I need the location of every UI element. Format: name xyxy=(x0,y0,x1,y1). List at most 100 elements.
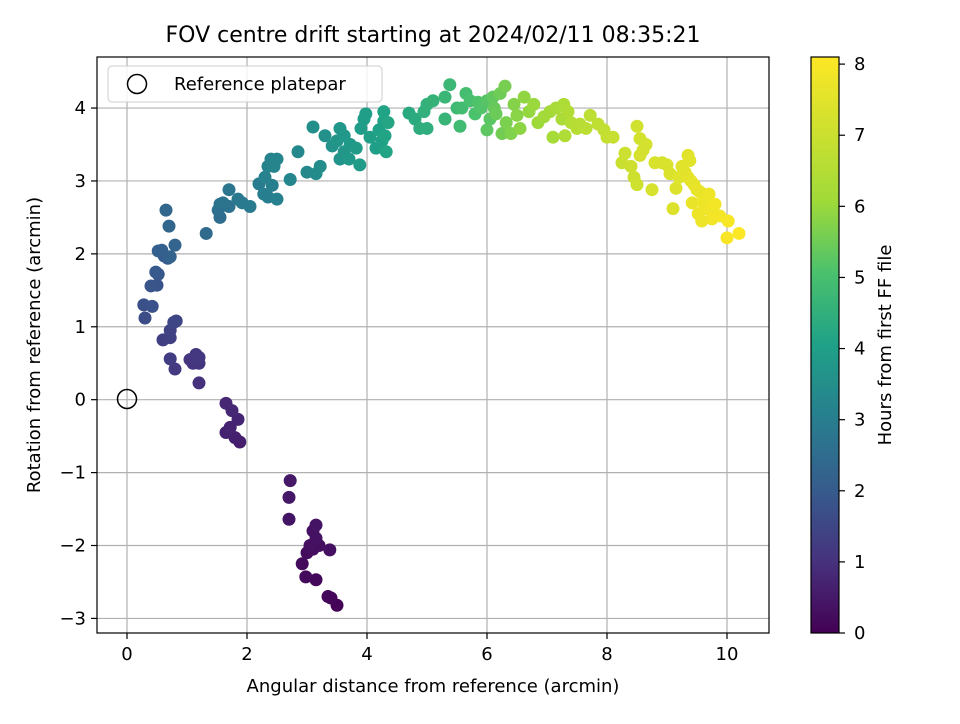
grid-lines xyxy=(97,57,769,633)
data-point xyxy=(309,573,323,587)
x-tick-label: 0 xyxy=(121,644,132,665)
data-point xyxy=(151,244,165,258)
data-point xyxy=(480,123,494,137)
data-point xyxy=(363,130,377,144)
data-point xyxy=(291,145,305,159)
data-point xyxy=(720,231,734,245)
x-tick-label: 10 xyxy=(716,644,739,665)
data-point xyxy=(163,250,177,264)
data-point xyxy=(695,214,709,228)
colorbar-ticks: 0 1 2 3 4 5 6 7 8 xyxy=(839,54,865,644)
data-point xyxy=(313,159,327,173)
data-point xyxy=(507,97,521,111)
data-point xyxy=(624,159,638,173)
data-point xyxy=(453,119,467,133)
data-point xyxy=(318,129,332,143)
legend-label: Reference platepar xyxy=(174,74,346,95)
data-point xyxy=(732,226,746,240)
data-point xyxy=(138,311,152,325)
data-point xyxy=(618,146,632,160)
data-point xyxy=(379,145,393,159)
x-tick-label: 4 xyxy=(361,644,372,665)
data-point xyxy=(342,152,356,166)
data-point xyxy=(309,518,323,532)
data-point xyxy=(162,219,176,233)
data-point xyxy=(144,279,158,293)
reference-platepar-marker xyxy=(116,388,138,410)
data-point xyxy=(645,183,659,197)
data-point xyxy=(546,130,560,144)
data-point xyxy=(283,474,297,488)
data-point xyxy=(168,238,182,252)
data-point xyxy=(669,181,683,195)
data-point xyxy=(283,172,297,186)
x-tick-label: 6 xyxy=(481,644,492,665)
data-point xyxy=(438,90,452,104)
x-axis-ticks: 0 2 4 6 8 10 xyxy=(121,633,738,665)
data-point xyxy=(630,119,644,133)
data-point xyxy=(583,108,597,122)
data-point xyxy=(443,78,457,92)
legend-box xyxy=(107,65,383,103)
colorbar-tick-label: 3 xyxy=(854,410,865,431)
data-point xyxy=(219,396,233,410)
data-point xyxy=(426,94,440,108)
data-point xyxy=(666,202,680,216)
data-point xyxy=(420,121,434,135)
data-point xyxy=(381,116,395,130)
data-point xyxy=(721,214,735,228)
y-tick-label: 1 xyxy=(75,317,86,338)
data-point xyxy=(321,590,335,604)
colorbar-tick-label: 0 xyxy=(854,623,865,644)
data-point xyxy=(349,141,363,155)
y-tick-label: 3 xyxy=(75,171,86,192)
data-point xyxy=(222,183,236,197)
data-point xyxy=(306,120,320,134)
data-point xyxy=(558,129,572,143)
data-point xyxy=(378,129,392,143)
data-point xyxy=(527,97,541,111)
y-tick-label: −3 xyxy=(59,608,86,629)
data-point xyxy=(499,116,513,130)
y-tick-label: 4 xyxy=(75,98,86,119)
colorbar xyxy=(810,56,840,634)
colorbar-tick-label: 4 xyxy=(854,339,865,360)
x-tick-label: 2 xyxy=(241,644,252,665)
data-point xyxy=(145,299,159,313)
data-point xyxy=(295,557,309,571)
data-point xyxy=(455,101,469,115)
y-tick-label: −2 xyxy=(59,536,86,557)
data-point xyxy=(683,154,697,168)
data-point xyxy=(630,178,644,192)
colorbar-tick-label: 5 xyxy=(854,267,865,288)
data-point xyxy=(282,512,296,526)
data-point xyxy=(377,105,391,119)
data-points xyxy=(137,78,746,612)
data-point xyxy=(199,226,213,240)
y-tick-label: 2 xyxy=(75,244,86,265)
data-point xyxy=(270,192,284,206)
colorbar-tick-label: 6 xyxy=(854,196,865,217)
data-point xyxy=(606,130,620,144)
data-point xyxy=(159,203,173,217)
chart-title: FOV centre drift starting at 2024/02/11 … xyxy=(166,23,701,48)
data-point xyxy=(299,570,313,584)
plot-frame xyxy=(96,56,770,634)
data-point xyxy=(510,108,524,122)
data-point xyxy=(702,187,716,201)
data-point xyxy=(633,148,647,162)
data-point xyxy=(517,90,531,104)
y-tick-label: 0 xyxy=(75,390,86,411)
y-tick-label: −1 xyxy=(59,463,86,484)
colorbar-tick-label: 1 xyxy=(854,552,865,573)
colorbar-tick-label: 7 xyxy=(854,125,865,146)
colorbar-tick-label: 2 xyxy=(854,481,865,502)
data-point xyxy=(163,352,177,366)
y-axis-label: Rotation from reference (arcmin) xyxy=(24,197,45,493)
data-point xyxy=(282,490,296,504)
data-point xyxy=(216,196,230,210)
data-point xyxy=(323,543,337,557)
data-point xyxy=(489,107,503,121)
x-tick-label: 8 xyxy=(601,644,612,665)
